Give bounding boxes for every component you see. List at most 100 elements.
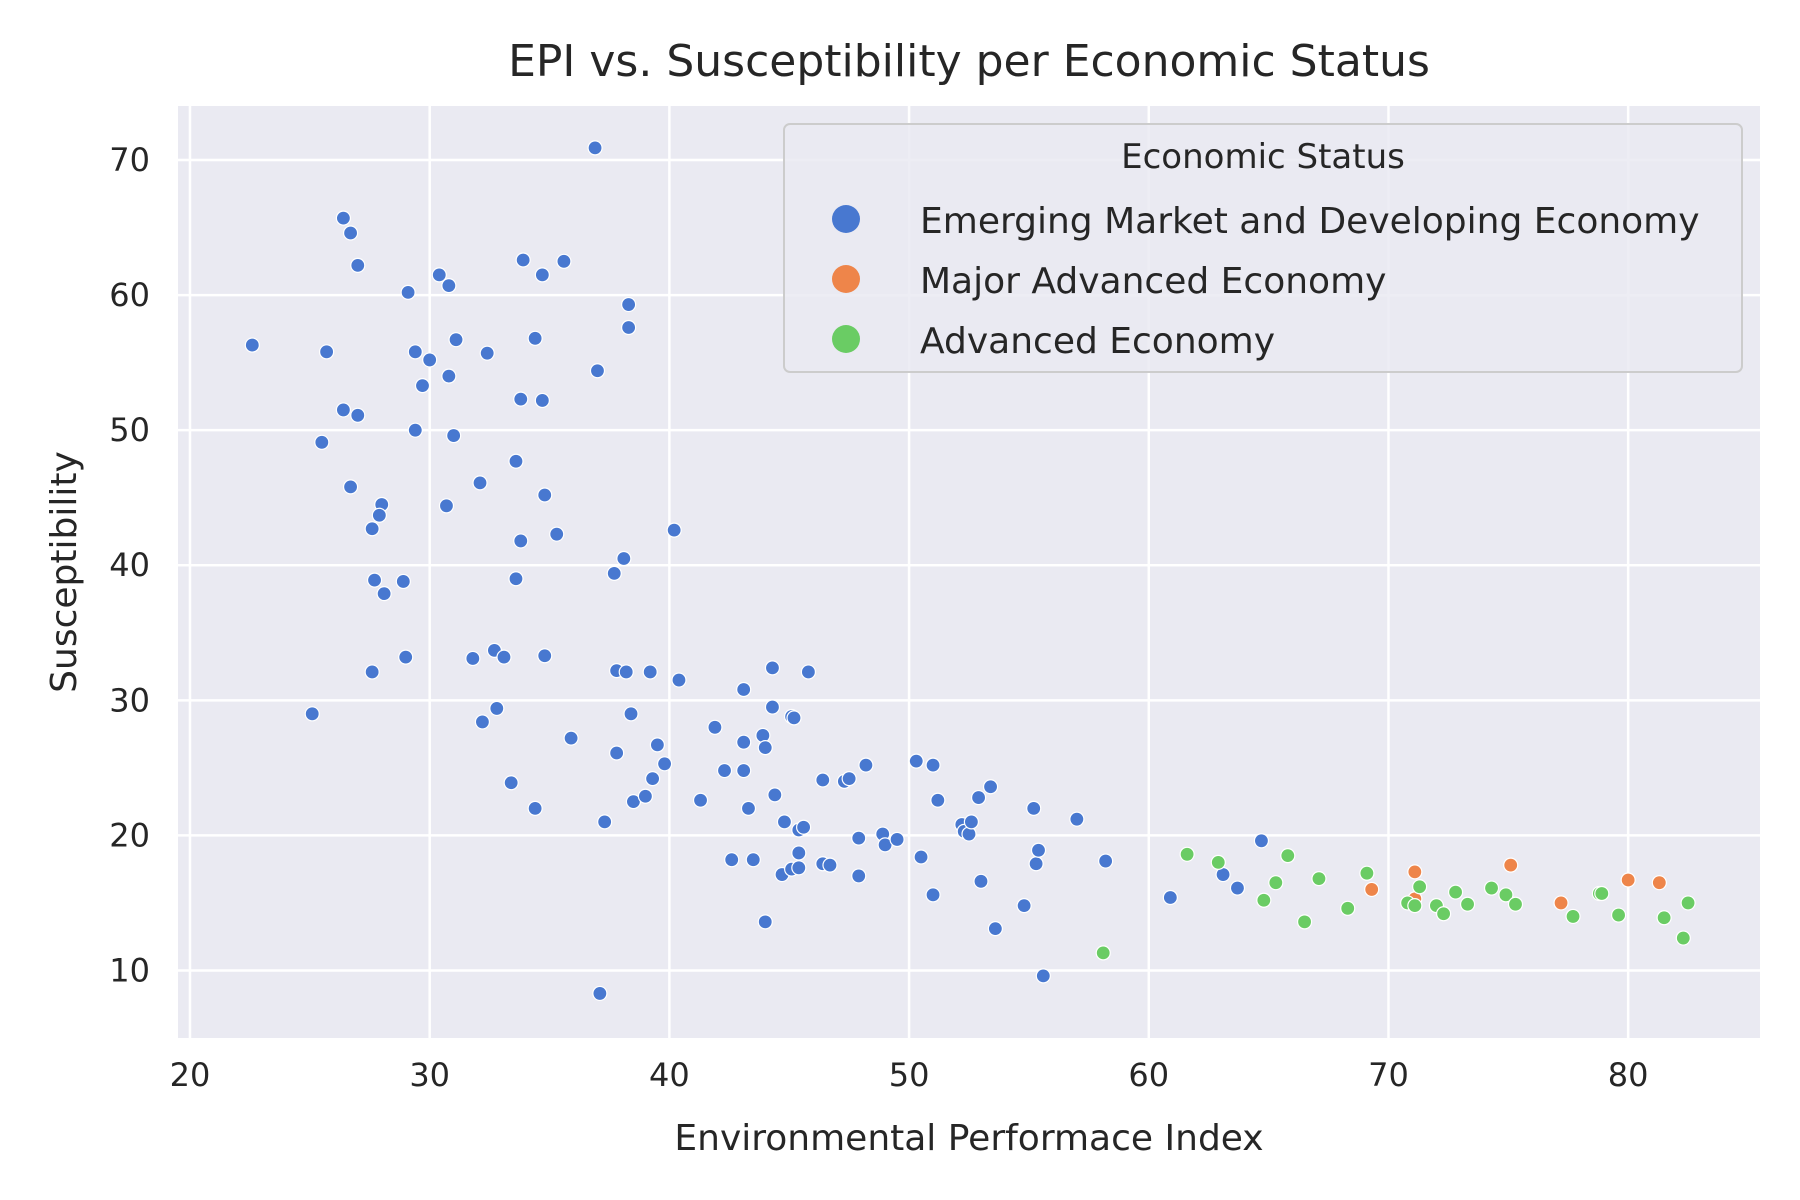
data-point (1229, 880, 1246, 896)
data-point (441, 368, 457, 384)
data-point (1179, 846, 1195, 862)
data-point (1359, 865, 1375, 881)
data-point (1340, 900, 1356, 916)
chart-title: EPI vs. Susceptibility per Economic Stat… (508, 36, 1430, 87)
data-point (407, 344, 423, 360)
data-point (472, 475, 488, 491)
x-tick-label: 50 (889, 1056, 930, 1094)
data-point (623, 706, 639, 722)
data-point (851, 830, 867, 846)
data-point (1311, 871, 1327, 887)
legend-label: Major Advanced Economy (920, 261, 1386, 302)
data-point (335, 402, 351, 418)
data-point (1459, 896, 1476, 912)
legend: Economic Status Emerging Market and Deve… (783, 123, 1743, 373)
data-point (513, 533, 529, 549)
data-point (1098, 853, 1114, 869)
data-point (616, 550, 632, 567)
data-point (656, 756, 673, 772)
legend-marker (832, 265, 860, 293)
data-point (513, 391, 529, 407)
data-point (431, 267, 447, 283)
data-point (786, 710, 802, 726)
data-point (1296, 914, 1313, 930)
data-point (740, 800, 757, 816)
data-point (1026, 800, 1042, 816)
data-point (757, 739, 773, 756)
x-tick-label: 60 (1128, 1056, 1169, 1094)
series-2 (1364, 857, 1667, 911)
data-point (1407, 898, 1423, 914)
data-point (364, 521, 380, 537)
data-point (414, 378, 431, 394)
y-tick-label: 40 (109, 546, 150, 584)
data-point (422, 352, 438, 368)
data-point (366, 572, 383, 588)
data-point (930, 792, 946, 808)
data-point (745, 852, 761, 868)
data-point (1095, 945, 1111, 961)
y-tick-label: 70 (109, 141, 150, 179)
data-point (342, 479, 359, 495)
data-point (649, 737, 665, 753)
data-point (474, 714, 491, 730)
data-point (496, 649, 512, 665)
legend-box (783, 123, 1743, 373)
data-point (537, 648, 553, 664)
data-point (791, 845, 807, 861)
data-point (1675, 930, 1691, 946)
data-point (556, 253, 572, 269)
legend-label: Advanced Economy (920, 321, 1275, 362)
data-point (1253, 833, 1270, 849)
data-point (364, 664, 380, 680)
data-point (503, 775, 519, 791)
x-tick-label: 40 (649, 1056, 690, 1094)
data-point (757, 914, 773, 930)
data-point (1610, 907, 1627, 923)
data-point (304, 706, 320, 722)
y-tick-labels: 10 20 30 40 50 60 70 (109, 141, 150, 989)
data-point (587, 140, 603, 156)
legend-marker (832, 205, 860, 233)
data-point (609, 745, 625, 761)
data-point (479, 345, 495, 361)
data-point (1651, 875, 1667, 891)
data-point (1498, 887, 1514, 903)
data-point (925, 757, 941, 773)
legend-marker (832, 325, 860, 353)
data-point (1565, 908, 1581, 925)
data-point (1030, 842, 1047, 858)
data-point (534, 267, 550, 283)
y-tick-label: 30 (109, 681, 150, 719)
data-point (342, 225, 359, 241)
data-point (400, 284, 416, 300)
data-points (244, 140, 1696, 1002)
data-point (851, 868, 867, 884)
data-point (1016, 898, 1032, 914)
data-point (1656, 910, 1672, 926)
data-point (707, 719, 723, 735)
data-point (314, 434, 330, 450)
data-point (1483, 880, 1500, 896)
data-point (963, 814, 979, 830)
data-point (589, 363, 606, 379)
y-tick-label: 20 (109, 816, 150, 854)
data-point (913, 849, 929, 865)
data-point (438, 498, 455, 514)
data-point (724, 852, 740, 868)
x-tick-label: 20 (170, 1056, 211, 1094)
data-point (642, 664, 658, 680)
data-point (796, 819, 812, 835)
data-point (736, 762, 752, 779)
data-point (1503, 857, 1519, 873)
y-tick-label: 10 (109, 951, 150, 989)
data-point (597, 814, 613, 830)
data-point (637, 788, 654, 804)
data-point (441, 278, 457, 294)
data-point (973, 873, 989, 889)
data-point (815, 772, 831, 788)
data-point (244, 337, 260, 353)
data-point (618, 664, 634, 680)
data-point (822, 857, 838, 873)
